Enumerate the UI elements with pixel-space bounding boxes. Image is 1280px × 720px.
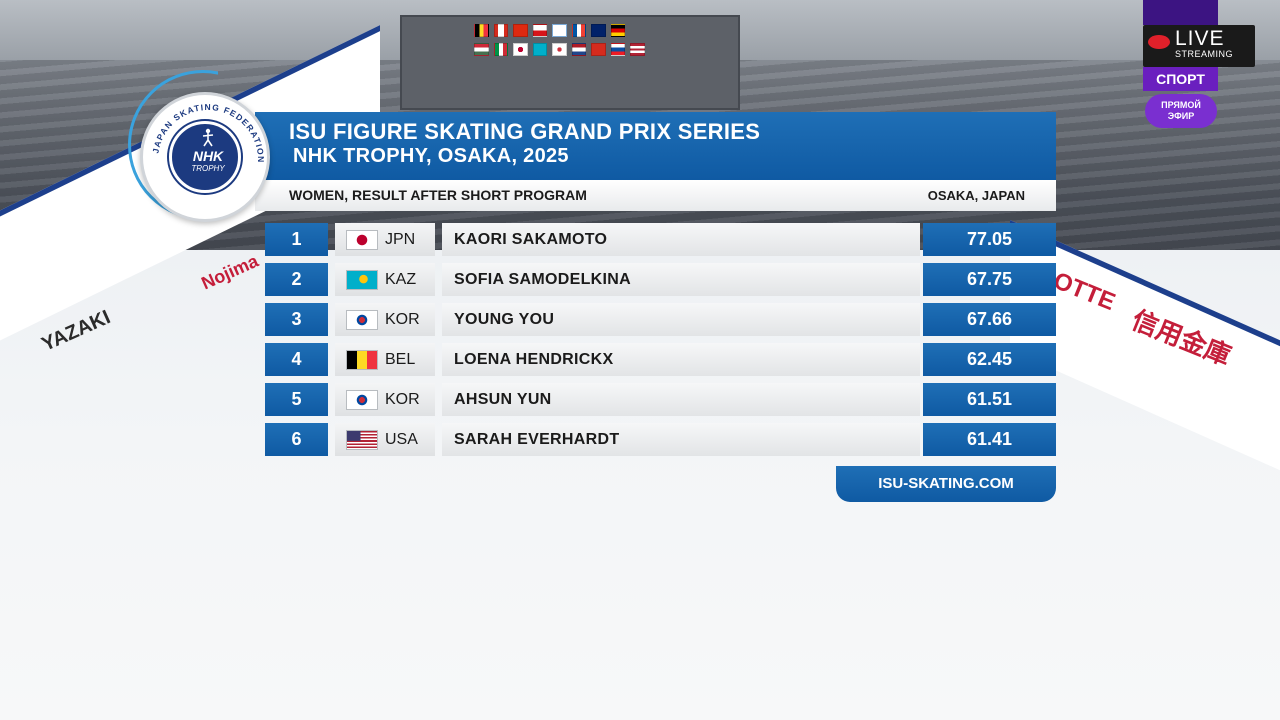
result-row: 5 KOR AHSUN YUN 61.51 — [265, 383, 1057, 416]
score-cell: 62.45 — [923, 343, 1056, 376]
on-air-line-1: ПРЯМОЙ — [1161, 100, 1201, 110]
result-row: 2 KAZ SOFIA SAMODELKINA 67.75 — [265, 263, 1057, 296]
on-air-badge: ПРЯМОЙ ЭФИР — [1145, 94, 1217, 128]
rank-cell: 4 — [265, 343, 328, 376]
kazakhstan-flag-icon — [346, 270, 378, 290]
hanging-flags — [474, 24, 684, 58]
on-air-line-2: ЭФИР — [1167, 111, 1195, 121]
belgium-flag-icon — [346, 350, 378, 370]
result-row: 4 BEL LOENA HENDRICKX 62.45 — [265, 343, 1057, 376]
skater-name-cell: YOUNG YOU — [442, 303, 920, 336]
rank-cell: 6 — [265, 423, 328, 456]
channel-badge-top — [1143, 0, 1218, 25]
skater-name: YOUNG YOU — [454, 311, 555, 328]
south-korea-flag-icon — [346, 390, 378, 410]
channel-logo: СПОРТ — [1143, 67, 1218, 91]
nation-cell: KOR — [335, 383, 435, 416]
south-korea-flag-icon — [346, 310, 378, 330]
score-cell: 61.41 — [923, 423, 1056, 456]
nation-code: JPN — [385, 231, 416, 248]
nation-code: BEL — [385, 351, 416, 368]
result-row: 1 JPN KAORI SAKAMOTO 77.05 — [265, 223, 1057, 256]
skater-name-cell: SOFIA SAMODELKINA — [442, 263, 920, 296]
live-label: LIVE — [1175, 27, 1225, 50]
skater-name: AHSUN YUN — [454, 391, 552, 408]
nation-cell: USA — [335, 423, 435, 456]
skater-name-cell: AHSUN YUN — [442, 383, 920, 416]
isu-website-tag: ISU-SKATING.COM — [836, 466, 1056, 502]
results-subheader-band — [255, 180, 1056, 211]
score-cell: 67.66 — [923, 303, 1056, 336]
nation-code: KOR — [385, 311, 420, 328]
skater-name: SOFIA SAMODELKINA — [454, 271, 631, 288]
skater-icon — [202, 128, 214, 147]
live-streaming-badge: LIVE STREAMING — [1143, 25, 1255, 67]
usa-flag-icon — [346, 430, 378, 450]
logo-nhk-text: NHK — [192, 148, 224, 164]
results-table: 1 JPN KAORI SAKAMOTO 77.05 2 KAZ SOFIA S… — [265, 223, 1057, 463]
skater-name-cell: SARAH EVERHARDT — [442, 423, 920, 456]
streaming-label: STREAMING — [1175, 49, 1234, 59]
logo-trophy-text: TROPHY — [191, 164, 225, 173]
nation-cell: KOR — [335, 303, 435, 336]
score-cell: 61.51 — [923, 383, 1056, 416]
nation-code: KOR — [385, 391, 420, 408]
skater-name: LOENA HENDRICKX — [454, 351, 614, 368]
event-name-title: NHK TROPHY, OSAKA, 2025 — [293, 145, 569, 167]
nation-cell: KAZ — [335, 263, 435, 296]
nation-code: KAZ — [385, 271, 417, 288]
nation-cell: JPN — [335, 223, 435, 256]
hanging-scoreboard — [400, 15, 740, 110]
result-row: 3 KOR YOUNG YOU 67.66 — [265, 303, 1057, 336]
skater-name: KAORI SAKAMOTO — [454, 231, 608, 248]
skater-name: SARAH EVERHARDT — [454, 431, 620, 448]
japan-flag-icon — [346, 230, 378, 250]
event-location: OSAKA, JAPAN — [927, 188, 1025, 203]
results-subtitle: WOMEN, RESULT AFTER SHORT PROGRAM — [289, 187, 587, 203]
logo-emblem: NHK TROPHY — [169, 121, 241, 193]
rank-cell: 1 — [265, 223, 328, 256]
skater-name-cell: KAORI SAKAMOTO — [442, 223, 920, 256]
skater-name-cell: LOENA HENDRICKX — [442, 343, 920, 376]
score-cell: 77.05 — [923, 223, 1056, 256]
rank-cell: 2 — [265, 263, 328, 296]
nation-code: USA — [385, 431, 418, 448]
event-series-title: ISU FIGURE SKATING GRAND PRIX SERIES — [289, 119, 761, 144]
nhk-trophy-logo: JAPAN SKATING FEDERATION NHK TROPHY — [140, 92, 270, 222]
nation-cell: BEL — [335, 343, 435, 376]
record-dot-icon — [1148, 35, 1170, 49]
rank-cell: 3 — [265, 303, 328, 336]
score-cell: 67.75 — [923, 263, 1056, 296]
result-row: 6 USA SARAH EVERHARDT 61.41 — [265, 423, 1057, 456]
rank-cell: 5 — [265, 383, 328, 416]
results-header-band — [255, 112, 1056, 180]
